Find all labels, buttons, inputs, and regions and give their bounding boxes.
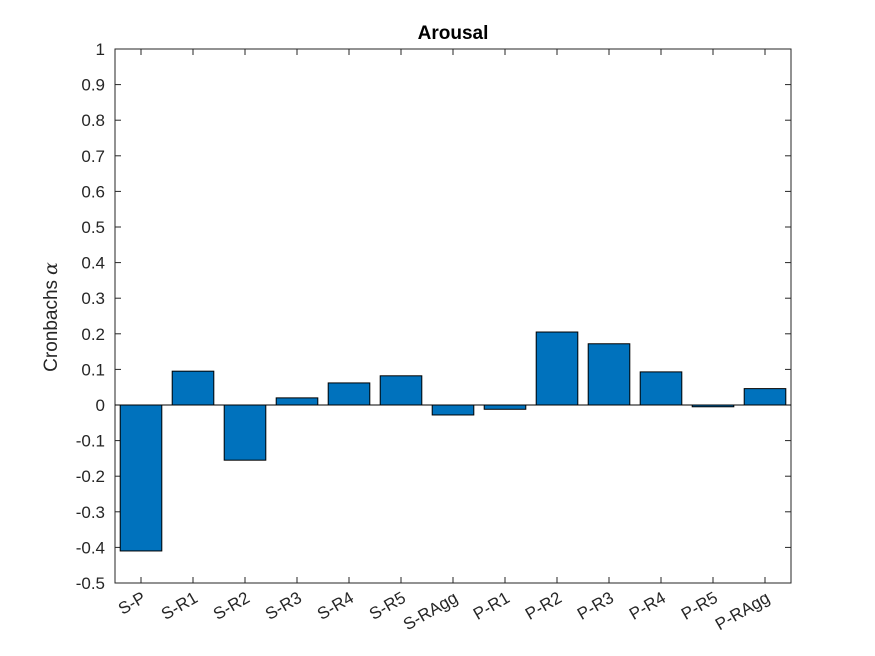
axes-box	[114, 48, 792, 584]
bar-s-r3	[275, 397, 319, 406]
bar-p-r2	[535, 331, 579, 406]
x-tick-label: P-RAgg	[712, 588, 773, 634]
y-tick-label: 0.8	[81, 111, 105, 130]
y-tick-label: 0.1	[81, 360, 105, 379]
y-tick-label: 0.3	[81, 289, 105, 308]
x-tick-label: P-R1	[470, 588, 513, 624]
y-axis-label: Cronbachs α	[40, 262, 62, 372]
y-axis-label-symbol: α	[40, 262, 62, 275]
y-tick-label: 0.9	[81, 76, 105, 95]
y-tick-label: 0.4	[81, 254, 105, 273]
y-tick-label: 0.7	[81, 147, 105, 166]
bar-s-p	[119, 404, 163, 552]
x-tick-label: S-RAgg	[400, 588, 461, 634]
x-tick-label: S-R4	[314, 588, 357, 624]
y-tick-label: -0.3	[76, 503, 105, 522]
bar-p-r1	[483, 404, 527, 410]
bar-s-r2	[223, 404, 267, 461]
y-tick-label: -0.5	[76, 574, 105, 593]
y-tick-label: -0.2	[76, 467, 105, 486]
y-tick-label: 0.5	[81, 218, 105, 237]
x-tick-label: P-R3	[574, 588, 617, 624]
bar-s-r4	[327, 382, 371, 406]
y-tick-label: 0.6	[81, 182, 105, 201]
x-tick-label: S-R3	[262, 588, 305, 624]
x-tick-label: S-R1	[158, 588, 201, 624]
bar-p-r3	[587, 343, 631, 406]
y-axis-label-text: Cronbachs	[41, 280, 62, 372]
y-tick-label: -0.1	[76, 432, 105, 451]
x-tick-label: S-P	[115, 588, 149, 619]
y-tick-label: 0	[96, 396, 105, 415]
y-tick-label: 0.2	[81, 325, 105, 344]
x-tick-label: P-R2	[522, 588, 565, 624]
y-tick-label: -0.4	[76, 538, 105, 557]
bar-s-r1	[171, 370, 215, 406]
plot-area: -0.5 -0.4 -0.3 -0.2 -0.1 0 0.1 0.2 0.3 0.4 0.5 0.6 0…	[76, 40, 792, 634]
bar-p-ragg	[743, 388, 787, 406]
chart-title: Arousal	[418, 23, 489, 44]
y-tick-label: 1	[96, 40, 105, 59]
x-tick-label: S-R2	[210, 588, 253, 624]
x-tick-label: P-R4	[626, 588, 669, 624]
bar-p-r4	[639, 371, 683, 406]
bar-s-r5	[379, 375, 423, 406]
bar-s-ragg	[431, 404, 475, 416]
